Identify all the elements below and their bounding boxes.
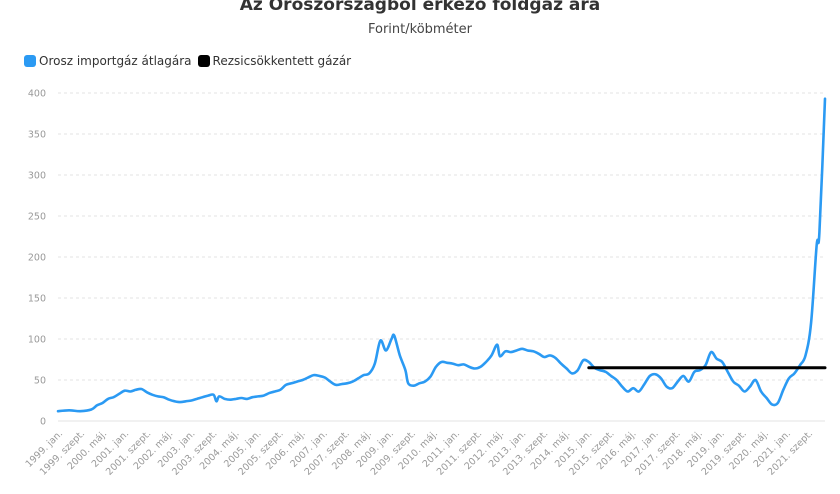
y-axis-tick-labels: 0 50 100 150 200 250 300 350 400	[28, 89, 46, 428]
grid-lines	[58, 92, 825, 422]
legend-swatch-regulated-price	[197, 55, 210, 67]
chart-subtitle: Forint/köbméter	[367, 22, 472, 37]
chart-title: Az Oroszországból érkező földgáz ára	[239, 0, 601, 15]
legend-label-regulated-price: Rezsicsökkentett gázár	[212, 54, 352, 68]
series-layer	[56, 97, 827, 413]
legend: Orosz importgáz átlagára Rezsicsökkentet…	[24, 54, 357, 68]
legend-swatch-import-price	[24, 55, 36, 67]
series-line-import-price[interactable]	[56, 97, 827, 413]
y-tick-label: 350	[28, 130, 46, 141]
y-tick-label: 300	[28, 171, 46, 182]
x-axis-tick-labels: 1999. jan.1999. szept.2000. máj.2001. ja…	[24, 428, 816, 477]
legend-item-regulated-price[interactable]: Rezsicsökkentett gázár	[197, 54, 352, 68]
legend-item-import-price[interactable]: Orosz importgáz átlagára	[24, 54, 192, 68]
y-tick-label: 200	[28, 253, 46, 264]
y-tick-label: 100	[28, 335, 46, 346]
y-tick-label: 400	[28, 89, 46, 100]
y-tick-label: 150	[28, 294, 46, 305]
legend-label-import-price: Orosz importgáz átlagára	[39, 54, 192, 68]
y-tick-label: 50	[34, 376, 46, 387]
y-tick-label: 250	[28, 212, 46, 223]
y-tick-label: 0	[40, 417, 46, 428]
